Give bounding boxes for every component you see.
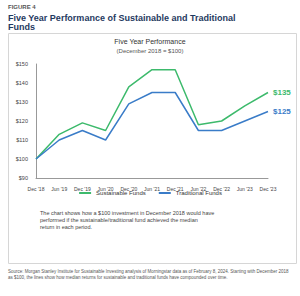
svg-text:$150: $150 <box>16 61 28 67</box>
svg-text:Dec '23: Dec '23 <box>260 186 277 192</box>
svg-text:Dec '20: Dec '20 <box>120 185 138 192</box>
svg-text:Funds: Funds <box>8 22 35 32</box>
svg-text:performed if the sustainable/t: performed if the sustainable/traditional… <box>40 217 199 223</box>
svg-text:$140: $140 <box>16 80 28 86</box>
svg-text:Dec '21: Dec '21 <box>166 185 184 192</box>
svg-text:Sustainable Funds: Sustainable Funds <box>96 190 146 196</box>
svg-text:$135: $135 <box>273 88 291 97</box>
svg-text:Source: Morgan Stanley Institu: Source: Morgan Stanley Institute for Sus… <box>8 269 290 274</box>
svg-text:The chart shows how a $100 inv: The chart shows how a $100 investment in… <box>40 210 216 216</box>
svg-text:Jun '23: Jun '23 <box>237 186 253 192</box>
svg-text:Five Year Performance of Susta: Five Year Performance of Sustainable and… <box>8 13 238 23</box>
svg-text:Jun '19: Jun '19 <box>51 186 67 192</box>
svg-text:Dec '19: Dec '19 <box>74 186 91 192</box>
svg-text:Dec '22: Dec '22 <box>213 185 230 192</box>
svg-text:Traditional Funds: Traditional Funds <box>176 190 222 196</box>
svg-text:$125: $125 <box>273 107 291 116</box>
svg-text:(December 2018 = $100): (December 2018 = $100) <box>117 48 184 54</box>
svg-text:FIGURE 4: FIGURE 4 <box>8 4 36 10</box>
svg-text:$110: $110 <box>16 137 28 143</box>
svg-text:Dec '18: Dec '18 <box>28 186 45 192</box>
svg-text:return in each period.: return in each period. <box>40 224 92 230</box>
svg-text:Jun '22: Jun '22 <box>190 185 207 192</box>
svg-text:$100: $100 <box>16 156 28 162</box>
svg-text:$90: $90 <box>19 175 28 181</box>
svg-text:Five Year Performance: Five Year Performance <box>114 38 185 45</box>
svg-text:Jun '20: Jun '20 <box>97 185 114 192</box>
svg-text:as $100, the lines show how me: as $100, the lines show how median retur… <box>8 275 227 280</box>
svg-text:Jun '21: Jun '21 <box>144 186 160 192</box>
svg-text:$120: $120 <box>16 118 28 124</box>
svg-text:$130: $130 <box>16 99 28 105</box>
